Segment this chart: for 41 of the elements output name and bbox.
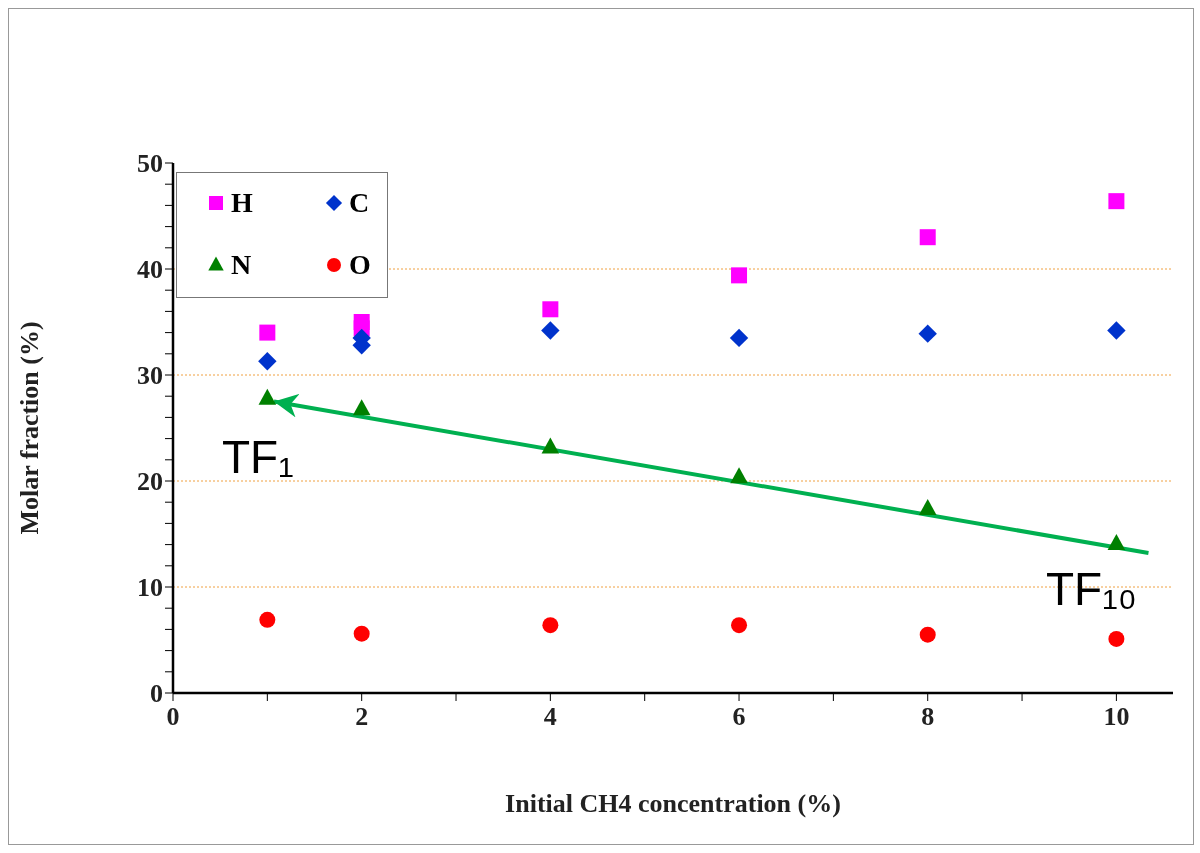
point	[353, 625, 370, 642]
legend-label: N	[231, 249, 252, 280]
point	[919, 626, 936, 643]
point	[258, 352, 277, 371]
legend-label: C	[349, 187, 370, 218]
point	[259, 611, 276, 628]
x-tick-label: 10	[1103, 702, 1130, 732]
x-tick-label: 6	[732, 702, 746, 732]
point	[731, 617, 748, 634]
point	[730, 467, 748, 484]
annotation: TF₁₀	[1046, 563, 1137, 615]
point	[1108, 630, 1125, 647]
y-axis-title: Molar fraction (%)	[15, 321, 45, 535]
x-tick-label: 8	[921, 702, 935, 732]
point	[542, 301, 559, 318]
point	[542, 617, 559, 634]
point	[918, 324, 937, 343]
point	[1107, 321, 1126, 340]
point	[352, 399, 371, 416]
y-tick-label: 30	[137, 361, 163, 391]
y-tick-label: 40	[137, 255, 163, 285]
point	[541, 437, 560, 454]
y-tick-label: 20	[137, 467, 163, 497]
point	[731, 267, 748, 284]
y-tick-label: 50	[137, 149, 163, 179]
point	[259, 324, 276, 341]
annotation: TF₁	[222, 431, 294, 483]
x-tick-label: 4	[543, 702, 557, 732]
y-tick-label: 0	[150, 679, 163, 709]
point	[729, 328, 749, 348]
point	[919, 229, 936, 246]
x-tick-label: 2	[355, 702, 369, 732]
x-axis-title: Initial CH4 concentration (%)	[505, 789, 841, 818]
point	[1107, 533, 1126, 550]
point	[918, 498, 937, 515]
legend-label: H	[231, 187, 253, 218]
y-tick-label: 10	[137, 573, 163, 603]
point	[1108, 193, 1125, 210]
point	[541, 321, 560, 340]
legend-label: O	[349, 249, 371, 280]
point	[258, 388, 277, 405]
